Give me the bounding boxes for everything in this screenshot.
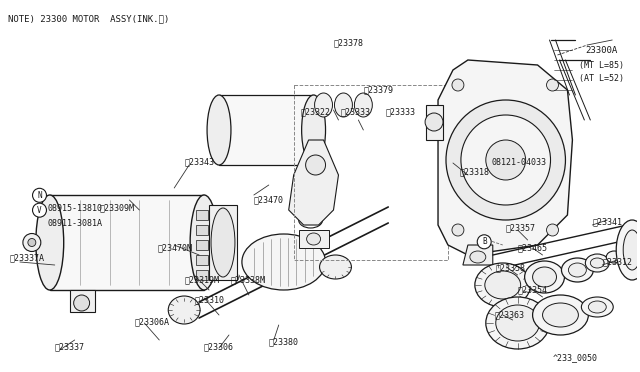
Ellipse shape [547,79,559,91]
Ellipse shape [547,224,559,236]
Polygon shape [426,105,443,140]
Ellipse shape [335,93,353,117]
Text: ※23312: ※23312 [602,257,632,266]
Bar [219,95,314,165]
Ellipse shape [425,113,443,131]
Text: ※23358: ※23358 [496,263,526,273]
Text: ^233_0050: ^233_0050 [552,353,598,362]
Ellipse shape [319,255,351,279]
Text: ※23363: ※23363 [495,311,525,320]
Text: V: V [37,206,42,215]
Polygon shape [463,245,493,265]
Text: ※23322: ※23322 [301,108,331,116]
Ellipse shape [581,297,613,317]
Ellipse shape [543,303,579,327]
Text: ※23380: ※23380 [269,337,299,346]
Ellipse shape [190,195,218,290]
Text: (AT L=52): (AT L=52) [579,74,625,83]
Ellipse shape [568,263,586,277]
Ellipse shape [486,297,550,349]
Text: 08121-04033: 08121-04033 [492,157,547,167]
Ellipse shape [306,155,326,175]
Text: 23300A: 23300A [586,45,618,55]
Text: ※23309M: ※23309M [100,203,134,212]
Text: ※23333: ※23333 [340,108,371,116]
Ellipse shape [588,301,606,313]
Bar [196,255,208,265]
Text: ※23338M: ※23338M [231,276,266,285]
Ellipse shape [486,140,525,180]
Ellipse shape [207,95,231,165]
Polygon shape [70,290,95,312]
Text: ※23379: ※23379 [364,86,394,94]
Ellipse shape [28,238,36,247]
Ellipse shape [532,295,588,335]
Text: ※23343: ※23343 [184,157,214,167]
Polygon shape [438,60,572,255]
Ellipse shape [525,261,564,293]
Ellipse shape [74,295,90,311]
Text: ※23337A: ※23337A [10,253,45,263]
Bar [299,230,328,248]
Text: ※23310: ※23310 [194,295,224,305]
Text: B: B [482,237,486,246]
Ellipse shape [23,234,41,251]
Text: ※23341: ※23341 [593,218,622,227]
Ellipse shape [36,195,64,290]
Text: ※23319M: ※23319M [184,276,219,285]
Text: ※23465: ※23465 [518,244,548,253]
Text: ※23306: ※23306 [204,343,234,352]
Ellipse shape [355,93,372,117]
Ellipse shape [590,258,604,268]
Ellipse shape [475,263,531,307]
Bar [196,270,208,280]
Ellipse shape [307,233,321,245]
Text: ※23306A: ※23306A [134,317,170,327]
Ellipse shape [470,251,486,263]
Bar [209,205,237,280]
Ellipse shape [315,93,333,117]
Ellipse shape [606,251,622,263]
Circle shape [477,235,491,249]
Circle shape [33,188,47,202]
Text: 08915-13810: 08915-13810 [48,203,103,212]
Ellipse shape [242,234,326,290]
Circle shape [33,203,47,217]
Bar [196,240,208,250]
Ellipse shape [452,79,464,91]
Text: ※23470M: ※23470M [157,244,192,253]
Text: ※23318: ※23318 [460,167,490,176]
Bar [50,195,204,290]
Polygon shape [289,140,339,225]
Bar [294,85,448,260]
Ellipse shape [301,95,326,165]
Ellipse shape [623,230,640,270]
Ellipse shape [168,296,200,324]
Text: (MT L=85): (MT L=85) [579,61,625,70]
Ellipse shape [561,258,593,282]
Text: ※23354: ※23354 [518,285,548,295]
Text: ※23357: ※23357 [506,224,536,232]
Bar [196,210,208,220]
Ellipse shape [586,254,609,272]
Text: N: N [37,191,42,200]
Text: ※23470: ※23470 [254,196,284,205]
Text: 08911-3081A: 08911-3081A [48,218,103,228]
Ellipse shape [496,305,540,341]
Bar [196,225,208,235]
Ellipse shape [211,208,235,277]
Ellipse shape [461,115,550,205]
Ellipse shape [452,224,464,236]
Text: ※23378: ※23378 [333,38,364,48]
Ellipse shape [446,100,566,220]
Ellipse shape [485,271,521,299]
Text: NOTE) 23300 MOTOR  ASSY(INK.※): NOTE) 23300 MOTOR ASSY(INK.※) [8,14,169,23]
Text: ※23333: ※23333 [385,108,415,116]
Text: ※23337: ※23337 [55,343,84,352]
Ellipse shape [616,220,640,280]
Ellipse shape [532,267,557,287]
